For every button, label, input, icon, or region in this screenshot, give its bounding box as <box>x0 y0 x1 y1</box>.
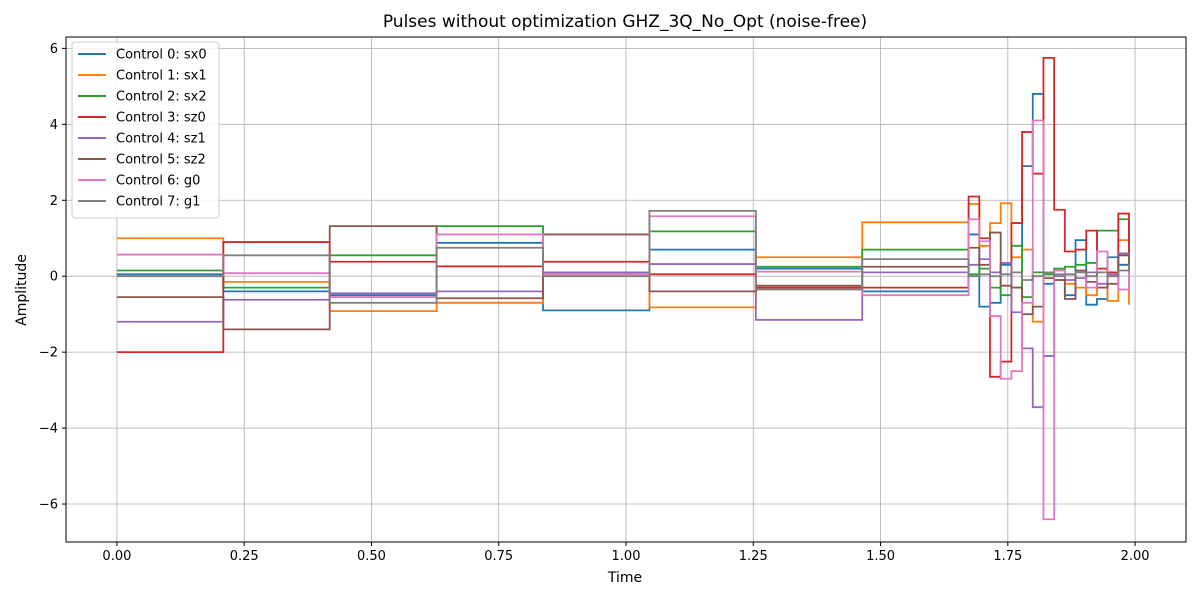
series-line-6 <box>116 119 1130 521</box>
x-tick-label: 0.00 <box>102 549 131 564</box>
series-line-7 <box>116 210 1130 304</box>
x-axis-label: Time <box>607 570 642 586</box>
x-tick-label: 1.25 <box>739 549 768 564</box>
x-tick-label: 0.50 <box>357 549 386 564</box>
y-tick-label: −2 <box>39 346 58 361</box>
legend-label: Control 6: g0 <box>116 174 200 189</box>
x-tick-label: 2.00 <box>1121 549 1150 564</box>
legend-label: Control 1: sx1 <box>116 69 207 84</box>
legend-label: Control 7: g1 <box>116 195 200 210</box>
y-axis-ticks: −6 −4 −2 0 2 4 6 <box>39 42 66 513</box>
y-tick-label: 4 <box>50 118 58 133</box>
x-tick-label: 1.00 <box>612 549 641 564</box>
legend: Control 0: sx0 Control 1: sx1 Control 2: s… <box>71 41 220 219</box>
x-tick-label: 1.75 <box>993 549 1022 564</box>
legend-label: Control 3: sz0 <box>116 111 206 126</box>
series-line-2 <box>116 218 1130 298</box>
legend-label: Control 2: sx2 <box>116 90 207 105</box>
legend-box <box>71 41 220 219</box>
series-lines <box>116 56 1130 521</box>
legend-label: Control 0: sx0 <box>116 48 207 63</box>
y-tick-label: 0 <box>50 270 58 285</box>
legend-label: Control 4: sz1 <box>116 132 206 147</box>
y-tick-label: 2 <box>50 194 58 209</box>
x-tick-label: 0.75 <box>484 549 513 564</box>
y-tick-label: 6 <box>50 42 58 57</box>
series-line-0 <box>116 93 1130 312</box>
y-tick-label: −6 <box>39 498 58 513</box>
x-axis-ticks: 0.00 0.25 0.50 0.75 1.00 1.25 1.50 1.75 2.00 <box>102 542 1150 564</box>
chart-title: Pulses without optimization GHZ_3Q_No_Op… <box>383 12 867 32</box>
y-axis-label: Amplitude <box>14 254 30 326</box>
y-tick-label: −4 <box>39 422 58 437</box>
x-tick-label: 1.50 <box>866 549 895 564</box>
legend-label: Control 5: sz2 <box>116 153 206 168</box>
grid <box>66 37 1186 542</box>
x-tick-label: 0.25 <box>230 549 259 564</box>
